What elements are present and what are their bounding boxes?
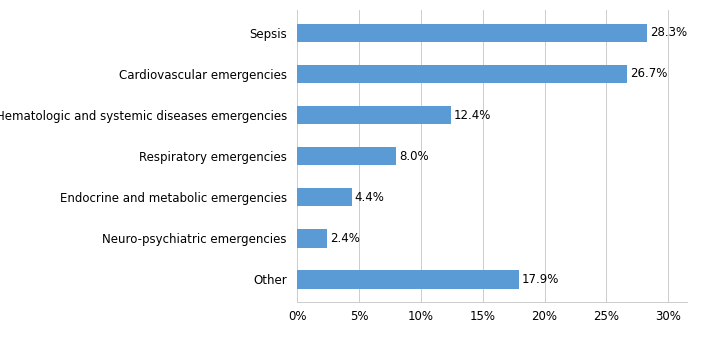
Text: 26.7%: 26.7% [631, 67, 668, 81]
Text: 8.0%: 8.0% [399, 150, 429, 163]
Bar [297, 106, 451, 124]
Text: 2.4%: 2.4% [330, 232, 360, 245]
Text: 17.9%: 17.9% [522, 273, 559, 286]
Bar [297, 147, 396, 166]
Bar [297, 24, 647, 42]
Bar [297, 229, 327, 247]
Text: 4.4%: 4.4% [355, 191, 384, 204]
Bar [297, 65, 627, 83]
Bar [297, 270, 519, 289]
Text: 28.3%: 28.3% [650, 26, 687, 40]
Text: 12.4%: 12.4% [454, 109, 491, 121]
Bar [297, 188, 352, 206]
